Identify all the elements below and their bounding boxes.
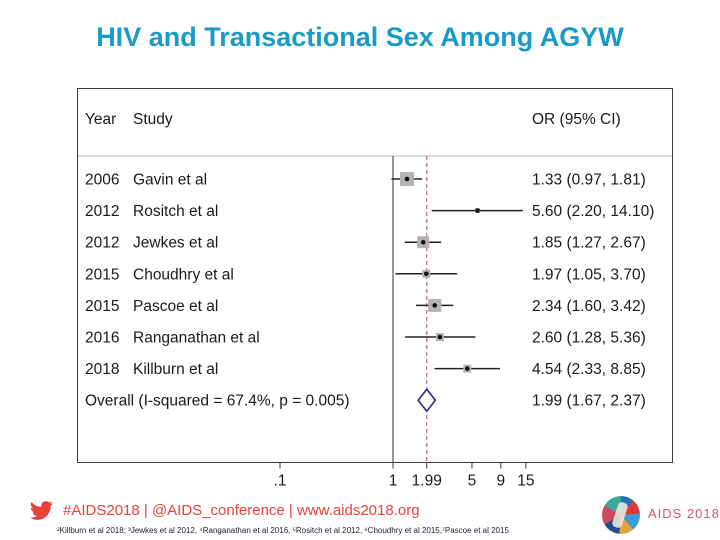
axis-tick-label: .1 — [274, 473, 287, 490]
column-header-year: Year — [85, 111, 116, 128]
overall-label: Overall (I-squared = 67.4%, p = 0.005) — [85, 393, 350, 410]
row-study: Jewkes et al — [133, 235, 218, 252]
row-year: 2018 — [85, 361, 119, 378]
point-estimate — [475, 208, 480, 213]
chart-frame — [77, 88, 673, 463]
row-year: 2006 — [85, 172, 119, 189]
row-year: 2015 — [85, 266, 119, 283]
row-study: Ranganathan et al — [133, 330, 260, 347]
point-estimate — [464, 366, 470, 371]
row-or-ci: 2.34 (1.60, 3.42) — [532, 298, 646, 315]
forest-plot-chart: Year Study OR (95% CI) 2006 Gavin et al 1.… — [77, 88, 673, 498]
plot-body: 2006 Gavin et al 1.33 (0.97, 1.81) 2012 Rosi… — [85, 156, 654, 490]
row-or-ci: 1.85 (1.27, 2.67) — [532, 235, 646, 252]
point-estimate — [420, 239, 426, 245]
axis-tick-label: 5 — [468, 473, 477, 490]
row-study: Rositch et al — [133, 203, 218, 220]
forest-plot-svg: Year Study OR (95% CI) 2006 Gavin et al 1.… — [77, 88, 673, 490]
social-handle-text: #AIDS2018 | @AIDS_conference | www.aids2… — [63, 502, 420, 519]
page-title: HIV and Transactional Sex Among AGYW — [96, 22, 624, 52]
row-year: 2012 — [85, 203, 119, 220]
aids2018-logo: AIDS 2018 — [600, 494, 720, 536]
row-year: 2015 — [85, 298, 119, 315]
row-or-ci: 2.60 (1.28, 5.36) — [532, 330, 646, 347]
point-estimate — [437, 334, 443, 340]
row-or-ci: 1.33 (0.97, 1.81) — [532, 172, 646, 189]
axis-tick-label: 1 — [389, 473, 398, 490]
overall-diamond — [417, 387, 437, 413]
row-study: Killburn et al — [133, 361, 218, 378]
row-year: 2016 — [85, 330, 119, 347]
row-study: Pascoe et al — [133, 298, 218, 315]
row-study: Gavin et al — [133, 172, 207, 189]
axis-tick-label: 9 — [497, 473, 506, 490]
column-header-study: Study — [133, 111, 173, 128]
point-estimate — [423, 271, 429, 277]
twitter-icon — [30, 501, 54, 520]
overall-or-ci: 1.99 (1.67, 2.37) — [532, 393, 646, 410]
row-study: Choudhry et al — [133, 266, 234, 283]
point-estimate — [404, 176, 410, 182]
aids2018-logo-text: AIDS 2018 — [648, 506, 720, 521]
column-header-or: OR (95% CI) — [532, 111, 621, 128]
axis-tick-label: 15 — [517, 473, 534, 490]
axis-tick-label: 1.99 — [412, 473, 442, 490]
aids2018-globe-icon — [602, 496, 640, 534]
row-or-ci: 1.97 (1.05, 3.70) — [532, 266, 646, 283]
citation-footnote: ²Killburn et al 2018; ³Jewkes et al 2012… — [57, 526, 509, 535]
row-or-ci: 5.60 (2.20, 14.10) — [532, 203, 654, 220]
row-or-ci: 4.54 (2.33, 8.85) — [532, 361, 646, 378]
row-year: 2012 — [85, 235, 119, 252]
point-estimate — [432, 303, 438, 308]
